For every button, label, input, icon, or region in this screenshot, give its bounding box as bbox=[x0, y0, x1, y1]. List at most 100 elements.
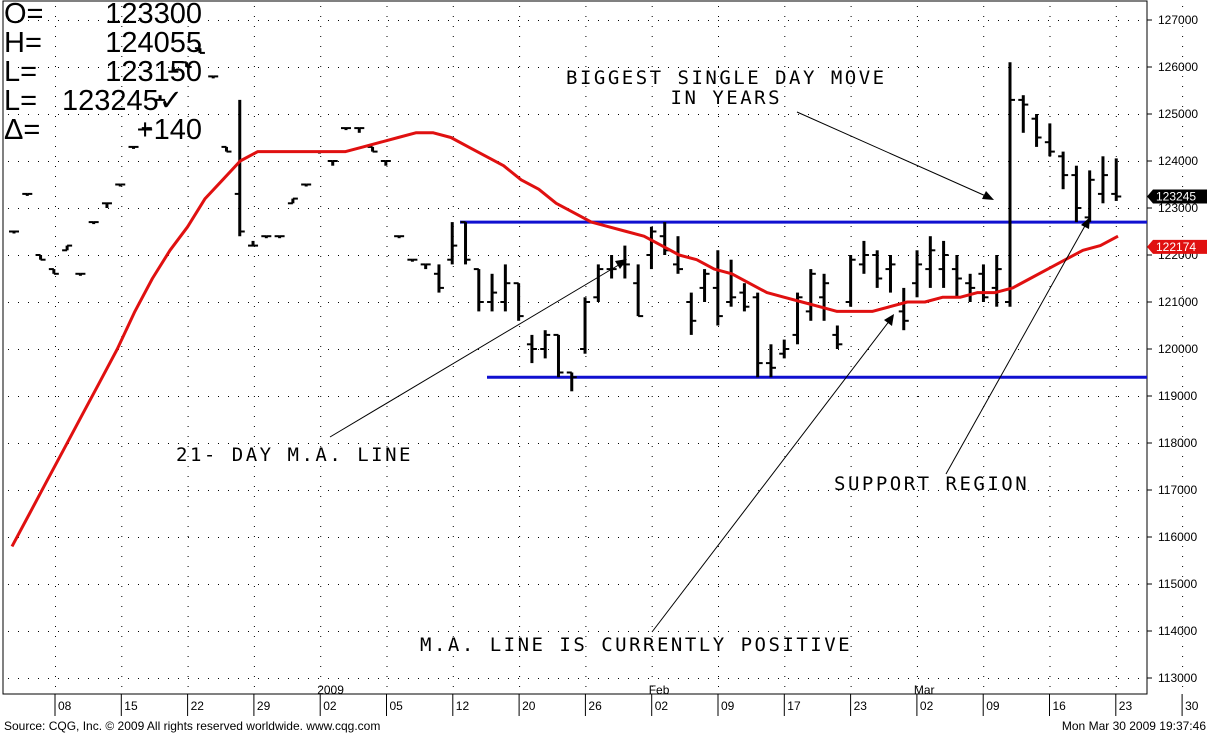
grid-dot bbox=[55, 656, 56, 657]
grid-dot bbox=[768, 20, 769, 21]
grid-dot bbox=[850, 486, 852, 487]
grid-dot bbox=[519, 636, 521, 637]
grid-dot bbox=[55, 386, 56, 387]
grid-dot bbox=[320, 436, 322, 437]
x-tick-label: 20 bbox=[522, 699, 536, 713]
grid-dot bbox=[386, 236, 388, 237]
grid-dot bbox=[88, 443, 89, 444]
y-tick-label: 123000 bbox=[1158, 201, 1198, 215]
grid-dot bbox=[258, 537, 259, 538]
grid-dot bbox=[658, 302, 659, 303]
grid-dot bbox=[121, 466, 123, 467]
grid-dot bbox=[748, 396, 749, 397]
grid-dot bbox=[308, 537, 309, 538]
grid-dot bbox=[198, 490, 199, 491]
grid-dot bbox=[658, 678, 659, 679]
grid-dot bbox=[218, 20, 219, 21]
grid-dot bbox=[1078, 67, 1079, 68]
grid-dot bbox=[916, 56, 918, 57]
last-price-tag: 123245 bbox=[1147, 189, 1207, 204]
grid-dot bbox=[128, 255, 129, 256]
grid-dot bbox=[908, 584, 909, 585]
grid-dot bbox=[916, 6, 918, 7]
grid-dot bbox=[358, 396, 359, 397]
grid-dot bbox=[228, 302, 229, 303]
grid-dot bbox=[320, 676, 322, 677]
grid-dot bbox=[1018, 349, 1019, 350]
grid-dot bbox=[121, 646, 123, 647]
grid-dot bbox=[718, 616, 719, 617]
grid-dot bbox=[386, 166, 388, 167]
grid-dot bbox=[1049, 666, 1051, 667]
grid-dot bbox=[121, 146, 123, 147]
grid-dot bbox=[519, 6, 521, 7]
grid-dot bbox=[748, 67, 749, 68]
grid-dot bbox=[519, 116, 521, 117]
grid-dot bbox=[28, 443, 29, 444]
grid-dot bbox=[638, 631, 639, 632]
grid-dot bbox=[568, 443, 569, 444]
grid-dot bbox=[338, 490, 339, 491]
grid-dot bbox=[1049, 26, 1051, 27]
grid-dot bbox=[187, 456, 189, 457]
grid-dot bbox=[918, 208, 919, 209]
grid-dot bbox=[916, 466, 918, 467]
ohlc-bar bbox=[9, 230, 19, 234]
grid-dot bbox=[488, 631, 489, 632]
grid-dot bbox=[738, 208, 739, 209]
grid-dot bbox=[1048, 584, 1049, 585]
grid-dot bbox=[688, 208, 689, 209]
grid-dot bbox=[320, 136, 322, 137]
grid-dot bbox=[768, 443, 769, 444]
grid-dot bbox=[320, 636, 322, 637]
grid-dot bbox=[55, 56, 56, 57]
grid-dot bbox=[518, 20, 519, 21]
grid-dot bbox=[188, 302, 189, 303]
grid-dot bbox=[585, 476, 587, 477]
grid-dot bbox=[268, 631, 269, 632]
grid-dot bbox=[519, 126, 521, 127]
grid-dot bbox=[608, 678, 609, 679]
grid-dot bbox=[228, 255, 229, 256]
grid-dot bbox=[1049, 306, 1051, 307]
grid-dot bbox=[788, 678, 789, 679]
grid-dot bbox=[98, 208, 99, 209]
grid-dot bbox=[458, 302, 459, 303]
grid-dot bbox=[1098, 114, 1099, 115]
grid-dot bbox=[968, 443, 969, 444]
grid-dot bbox=[1182, 76, 1184, 77]
grid-dot bbox=[452, 556, 454, 557]
grid-dot bbox=[338, 678, 339, 679]
grid-dot bbox=[1018, 161, 1019, 162]
grid-dot bbox=[268, 255, 269, 256]
grid-dot bbox=[438, 678, 439, 679]
grid-dot bbox=[121, 676, 123, 677]
y-tick-label: 126000 bbox=[1158, 60, 1198, 74]
grid-dot bbox=[519, 396, 521, 397]
grid-dot bbox=[328, 678, 329, 679]
grid-dot bbox=[452, 536, 454, 537]
grid-dot bbox=[55, 526, 56, 527]
grid-dot bbox=[651, 366, 653, 367]
grid-dot bbox=[850, 626, 852, 627]
ohlc-bar bbox=[805, 269, 816, 321]
grid-dot bbox=[55, 296, 56, 297]
grid-dot bbox=[651, 156, 653, 157]
grid-dot bbox=[358, 443, 359, 444]
grid-dot bbox=[386, 26, 388, 27]
ohlc-bar bbox=[115, 183, 126, 187]
grid-dot bbox=[928, 114, 929, 115]
grid-dot bbox=[187, 346, 189, 347]
grid-dot bbox=[1018, 20, 1019, 21]
grid-dot bbox=[1115, 296, 1117, 297]
grid-dot bbox=[320, 656, 322, 657]
grid-dot bbox=[228, 537, 229, 538]
ohlc-bar bbox=[354, 127, 365, 133]
grid-dot bbox=[558, 161, 559, 162]
grid-dot bbox=[1049, 6, 1051, 7]
grid-dot bbox=[55, 216, 56, 217]
grid-dot bbox=[55, 46, 56, 47]
grid-dot bbox=[48, 631, 49, 632]
grid-dot bbox=[658, 537, 659, 538]
grid-dot bbox=[1182, 26, 1184, 27]
